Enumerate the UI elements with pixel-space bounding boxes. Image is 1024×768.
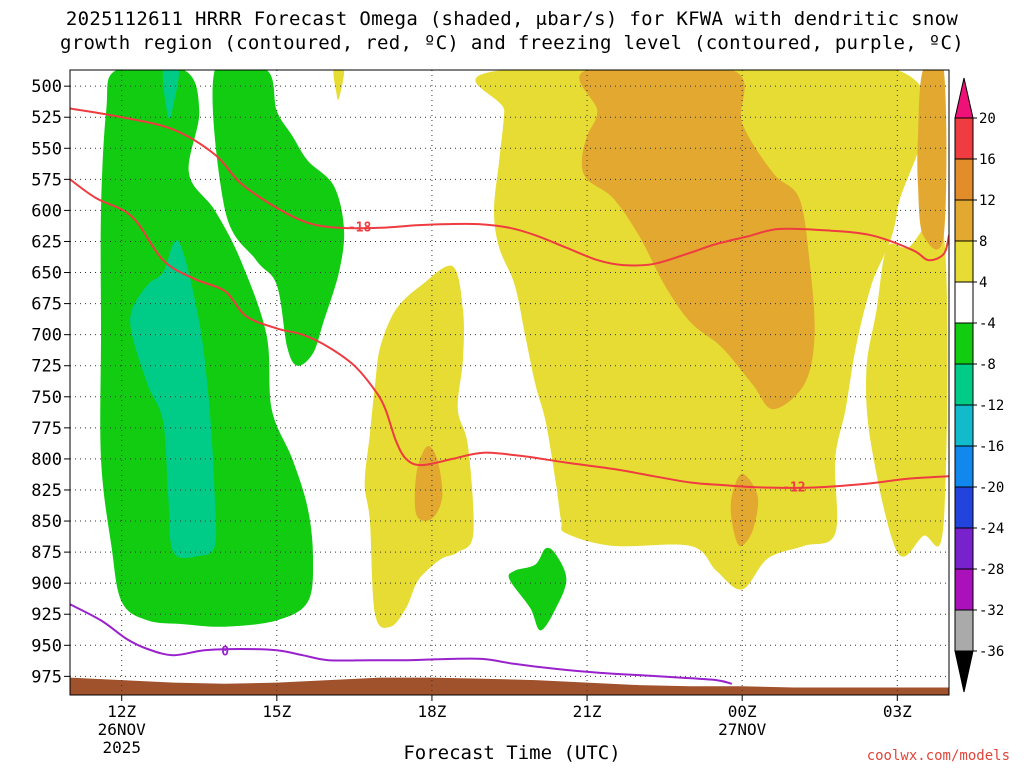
colorbar-bin--8--4 xyxy=(954,322,974,365)
y-tick-label-575: 575 xyxy=(31,170,62,190)
y-tick-label-900: 900 xyxy=(31,574,62,594)
x-tick-label-15Z: 15Z xyxy=(262,702,291,721)
y-tick-label-725: 725 xyxy=(31,357,62,377)
colorbar-bin-4-8 xyxy=(954,240,974,283)
omega-region-yellow-east xyxy=(865,217,948,557)
contour-label-freezing-0: 0 xyxy=(221,644,229,659)
y-tick-label-825: 825 xyxy=(31,481,62,501)
colorbar-bin-12-16 xyxy=(954,158,974,201)
omega-region-green-small xyxy=(508,547,567,631)
colorbar-label--36: -36 xyxy=(979,644,1004,660)
x-tick-date-00Z: 27NOV xyxy=(718,720,767,739)
colorbar-bin--4-4 xyxy=(954,281,974,324)
y-tick-label-650: 650 xyxy=(31,264,62,284)
contour-label-dgz-minus12: -12 xyxy=(782,480,805,495)
y-tick-label-625: 625 xyxy=(31,232,62,252)
y-tick-label-875: 875 xyxy=(31,543,62,563)
colorbar-bin--16--12 xyxy=(954,404,974,447)
colorbar-bin--36--32 xyxy=(954,609,974,652)
x-tick-date-12Z: 26NOV xyxy=(98,720,147,739)
omega-region-orange-00z xyxy=(730,473,759,547)
x-axis-label: Forecast Time (UTC) xyxy=(403,742,621,764)
y-tick-label-975: 975 xyxy=(31,667,62,687)
colorbar-bin--12--8 xyxy=(954,363,974,406)
colorbar-label-12: 12 xyxy=(979,193,996,209)
omega-region-yellow-spike xyxy=(333,70,345,100)
colorbar-bin--24--20 xyxy=(954,486,974,529)
y-tick-label-525: 525 xyxy=(31,108,62,128)
x-tick-year-12Z: 2025 xyxy=(102,738,141,757)
contour-dgz-minus12 xyxy=(70,178,949,489)
colorbar-label--8: -8 xyxy=(979,357,996,373)
colorbar-label--12: -12 xyxy=(979,398,1004,414)
omega-region-yellow-18z xyxy=(364,265,474,628)
colorbar-label--24: -24 xyxy=(979,521,1004,537)
credit-text: coolwx.com/models xyxy=(866,748,1010,764)
colorbar-label-16: 16 xyxy=(979,152,996,168)
colorbar-label--32: -32 xyxy=(979,603,1004,619)
y-tick-label-700: 700 xyxy=(31,326,62,346)
omega-region-orange-main xyxy=(579,70,815,410)
plot-layer: -18 -12 0 xyxy=(70,70,949,695)
contour-label-dgz-minus18: -18 xyxy=(348,221,372,236)
x-tick-label-00Z: 00Z xyxy=(728,702,757,721)
colorbar-bin--32--28 xyxy=(954,568,974,611)
chart-title-line-1: 2025112611 HRRR Forecast Omega (shaded, … xyxy=(65,8,959,30)
colorbar-over-triangle xyxy=(954,77,974,119)
chart-title-line-2: growth region (contoured, red, ºC) and f… xyxy=(60,32,964,54)
y-tick-label-850: 850 xyxy=(31,512,62,532)
y-tick-label-500: 500 xyxy=(31,77,62,97)
y-tick-label-800: 800 xyxy=(31,450,62,470)
colorbar-label--20: -20 xyxy=(979,480,1004,496)
contour-freezing-0 xyxy=(70,603,733,685)
colorbar-bin--20--16 xyxy=(954,445,974,488)
x-tick-label-21Z: 21Z xyxy=(573,702,602,721)
colorbar-under-triangle xyxy=(954,650,974,693)
y-tick-label-925: 925 xyxy=(31,605,62,625)
colorbar-label-20: 20 xyxy=(979,111,996,127)
colorbar-bin-16-20 xyxy=(954,117,974,160)
y-tick-label-750: 750 xyxy=(31,388,62,408)
colorbar-label--16: -16 xyxy=(979,439,1004,455)
y-tick-label-950: 950 xyxy=(31,636,62,656)
x-tick-label-18Z: 18Z xyxy=(417,702,446,721)
y-tick-label-600: 600 xyxy=(31,201,62,221)
colorbar-label-8: 8 xyxy=(979,234,987,250)
y-tick-label-775: 775 xyxy=(31,419,62,439)
omega-region-teal-west xyxy=(162,70,179,119)
y-tick-label-675: 675 xyxy=(31,295,62,315)
contour-dgz-minus18 xyxy=(70,107,949,267)
omega-region-orange-east xyxy=(917,70,947,250)
omega-region-green-west xyxy=(100,70,314,627)
colorbar-label--4: -4 xyxy=(979,316,996,332)
colorbar-bin-8-12 xyxy=(954,199,974,242)
x-tick-label-12Z: 12Z xyxy=(107,702,136,721)
omega-region-teal-lower xyxy=(130,240,217,559)
x-tick-label-03Z: 03Z xyxy=(883,702,912,721)
y-tick-label-550: 550 xyxy=(31,139,62,159)
colorbar-bin--28--24 xyxy=(954,527,974,570)
omega-region-green-mid xyxy=(212,70,345,366)
colorbar-label--28: -28 xyxy=(979,562,1004,578)
colorbar-label-4: 4 xyxy=(979,275,987,291)
terrain-fill xyxy=(70,677,949,695)
plot-frame xyxy=(69,69,950,696)
